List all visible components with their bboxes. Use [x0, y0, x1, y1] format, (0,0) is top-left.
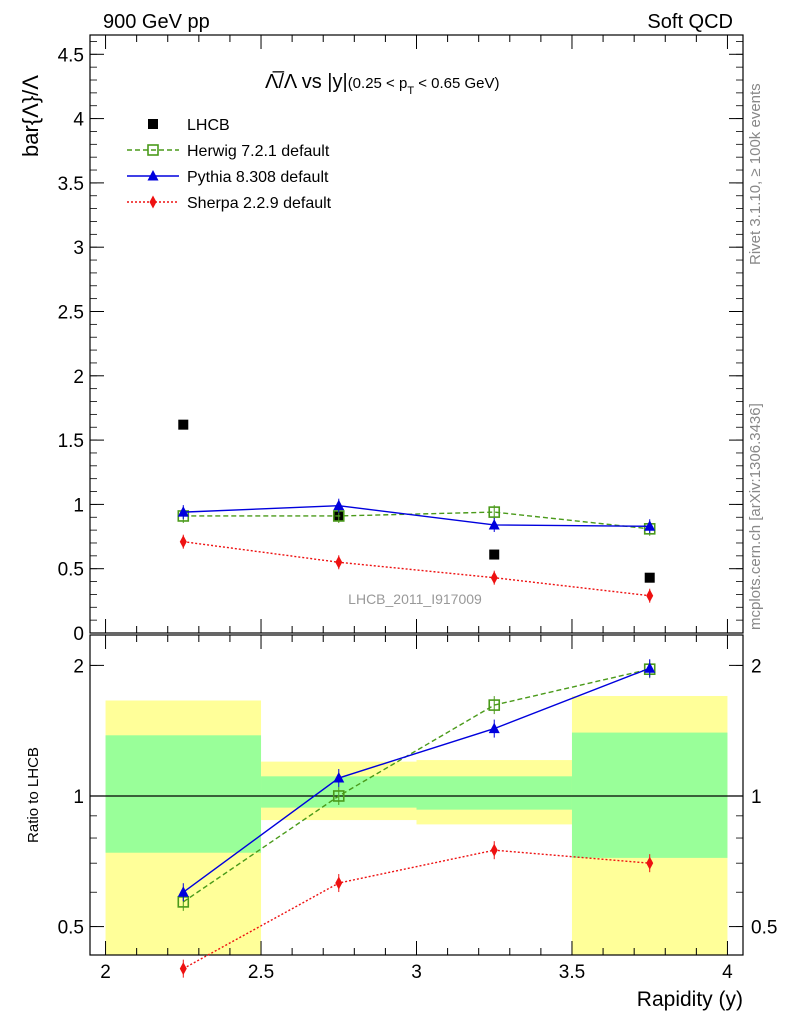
main-point	[178, 419, 189, 430]
band-inner	[105, 735, 262, 853]
main-point	[488, 506, 501, 518]
ratio-point	[490, 843, 498, 857]
header-left: 900 GeV pp	[103, 11, 210, 33]
main-ytick-label: 2.5	[58, 302, 84, 323]
ratio-point	[488, 722, 500, 734]
main-series	[177, 419, 656, 603]
main-ytick-label: 3	[73, 238, 84, 259]
main-title-cut: (0.25 < p	[348, 75, 408, 92]
ratio-ticks: 0.5 0.5 1 1 2 2 2 2.5 3 3.5 4	[58, 635, 777, 983]
ratio-point	[177, 886, 189, 897]
main-series-line	[183, 511, 650, 530]
main-ytick-label: 4.5	[58, 45, 84, 66]
ratio-ytick-label: 1	[73, 787, 84, 808]
main-panel: bar{Λ}/Λ Λ̅/Λ vs |y|(0.25 < pT < 0.65 Ge…	[18, 34, 744, 645]
main-ticks: 0 0.5 1 1.5 2 2.5 3 3.5 4 4.5	[58, 35, 743, 645]
main-point	[644, 520, 656, 531]
ratio-xtick-label: 4	[722, 962, 733, 983]
main-title: Λ̅/Λ vs |y|(0.25 < pT < 0.65 GeV)	[265, 70, 500, 97]
legend-label: Sherpa 2.2.9 default	[187, 195, 332, 212]
main-ytick-label: 3.5	[58, 174, 84, 195]
ratio-point	[332, 790, 345, 802]
band-inner	[571, 732, 728, 858]
legend-marker	[147, 144, 159, 156]
legend-label: LHCB	[187, 117, 230, 134]
legend-label: Herwig 7.2.1 default	[187, 143, 330, 160]
header-right: Soft QCD	[647, 11, 733, 33]
ratio-point	[335, 876, 343, 890]
main-title-sub: T	[407, 85, 414, 97]
ratio-point	[644, 662, 656, 673]
main-point	[488, 518, 500, 530]
ratio-point	[488, 699, 501, 711]
ratio-ytick-label-right: 0.5	[751, 918, 777, 939]
ratio-xtick-label: 3	[411, 962, 422, 983]
main-point	[177, 506, 189, 517]
ratio-xtick-label: 2.5	[248, 962, 274, 983]
ratio-series-line	[182, 667, 650, 893]
main-title-main: Λ̅/Λ vs |y|	[265, 70, 348, 93]
ratio-ytick-label: 0.5	[58, 918, 84, 939]
legend-marker	[149, 195, 157, 209]
main-ytick-label: 4	[73, 110, 84, 131]
legend-marker	[148, 119, 158, 129]
main-title-cut-end: < 0.65 GeV)	[414, 75, 499, 92]
main-ylabel: bar{Λ}/Λ	[18, 75, 43, 157]
main-series-line	[183, 504, 650, 527]
main-point	[490, 571, 498, 585]
ratio-xtick-label: 2	[100, 962, 111, 983]
main-ytick-label: 0	[73, 624, 84, 645]
ratio-ytick-label-right: 2	[751, 656, 762, 677]
ratio-bands	[90, 696, 743, 955]
rivet-label: Rivet 3.1.10, ≥ 100k events	[747, 83, 764, 265]
ratio-ylabel: Ratio to LHCB	[25, 747, 42, 843]
ratio-ytick-label-right: 1	[751, 787, 762, 808]
analysis-watermark: LHCB_2011_I917009	[348, 591, 482, 607]
legend-marker	[147, 170, 159, 181]
main-ytick-label: 2	[73, 367, 84, 388]
main-point	[646, 589, 654, 603]
main-point	[333, 499, 345, 511]
main-point	[335, 555, 343, 569]
main-series-line	[183, 540, 650, 597]
ratio-point	[333, 772, 345, 783]
main-ytick-label: 1.5	[58, 431, 84, 452]
main-point	[644, 572, 655, 583]
ratio-ytick-label: 2	[73, 656, 84, 677]
ratio-xtick-label: 3.5	[559, 962, 585, 983]
main-ytick-label: 0.5	[58, 560, 84, 581]
ratio-xlabel: Rapidity (y)	[637, 988, 743, 1011]
legend: LHCB Herwig 7.2.1 default Pythia 8.308 def…	[127, 117, 332, 212]
ratio-series	[177, 659, 656, 978]
main-ytick-label: 1	[73, 495, 84, 516]
ratio-panel: Ratio to LHCB Rapidity (y) 0.5 0.5 1 1 2 2 2 2.…	[25, 634, 777, 1011]
band-inner	[416, 776, 572, 810]
main-point	[489, 549, 500, 560]
mcplots-label: mcplots.cern.ch [arXiv:1306.3436]	[747, 403, 764, 630]
main-point	[179, 535, 187, 549]
ratio-series-line	[182, 849, 650, 970]
ratio-point	[646, 856, 654, 870]
ratio-series-line	[182, 668, 650, 903]
ratio-point	[179, 962, 187, 976]
legend-label: Pythia 8.308 default	[187, 169, 329, 186]
